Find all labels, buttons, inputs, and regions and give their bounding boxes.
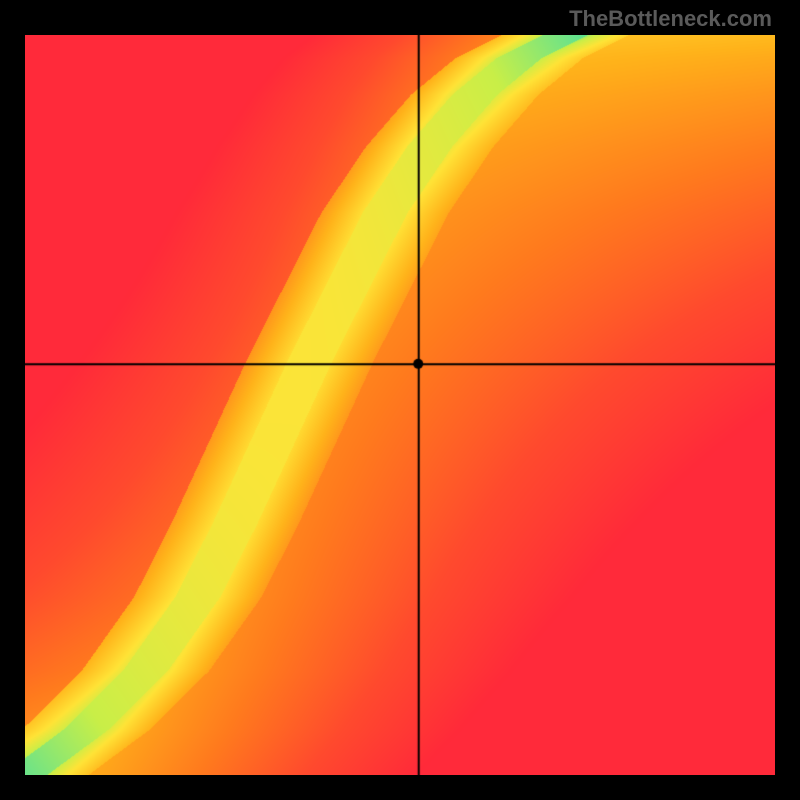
bottleneck-heatmap: [25, 35, 775, 775]
watermark-label: TheBottleneck.com: [569, 6, 772, 32]
figure-root: { "watermark": "TheBottleneck.com", "can…: [0, 0, 800, 800]
